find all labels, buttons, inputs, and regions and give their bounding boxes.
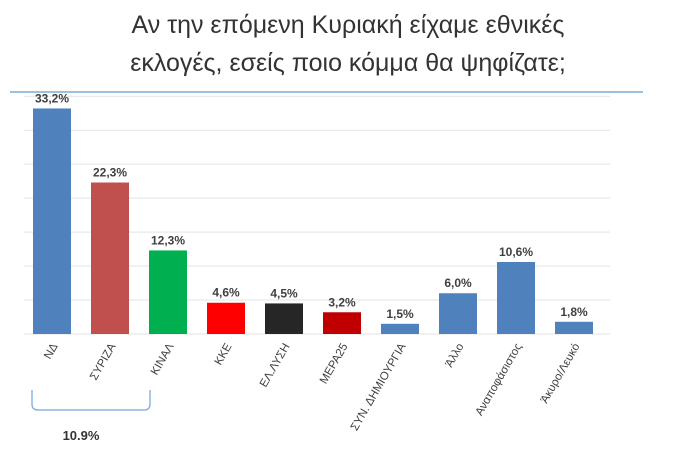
value-label-8: 6,0%	[444, 276, 472, 290]
category-label-1: ΝΔ	[42, 341, 61, 361]
bar-6	[323, 312, 361, 334]
category-label-3: ΚΙΝΑΛ	[149, 341, 177, 377]
category-label-5: ΕΛ.ΛΥΣΗ	[258, 342, 293, 390]
bar-7	[381, 323, 419, 334]
bar-8	[439, 293, 477, 334]
gap-annotation-value: 10.9%	[62, 428, 100, 443]
bar-2	[91, 182, 129, 334]
bar-10	[555, 321, 593, 334]
bar-3	[149, 250, 187, 334]
value-label-10: 1,8%	[560, 305, 588, 319]
value-label-3: 12,3%	[151, 233, 185, 247]
chart-title-line-1: Αν την επόμενη Κυριακή είχαμε εθνικές	[131, 11, 565, 39]
value-label-9: 10,6%	[499, 245, 533, 259]
title-divider	[10, 91, 643, 93]
category-label-9: Αναποφάσιστος	[474, 341, 525, 418]
value-label-4: 4,6%	[212, 286, 240, 300]
value-label-5: 4,5%	[270, 286, 298, 300]
chart-title-line-2: εκλογές, εσείς ποιο κόμμα θα ψηφίζατε;	[130, 49, 566, 77]
value-label-6: 3,2%	[328, 295, 356, 309]
bar-9	[497, 261, 535, 334]
category-label-6: ΜΕΡΑ25	[318, 342, 351, 387]
value-label-2: 22,3%	[93, 166, 127, 180]
category-label-10: Άκυρο/Λευκό	[539, 342, 583, 406]
category-label-2: ΣΥΡΙΖΑ	[88, 341, 119, 382]
bar-1	[33, 108, 71, 334]
category-label-4: ΚΚΕ	[213, 341, 235, 367]
category-label-8: Άλλο	[444, 342, 467, 370]
value-label-1: 33,2%	[35, 91, 69, 105]
category-label-7: ΣΥΝ. ΔΗΜΙΟΥΡΓΙΑ	[349, 341, 409, 433]
value-label-7: 1,5%	[386, 307, 414, 321]
bar-4	[207, 302, 245, 334]
bar-5	[265, 303, 303, 334]
gap-bracket	[31, 390, 151, 411]
